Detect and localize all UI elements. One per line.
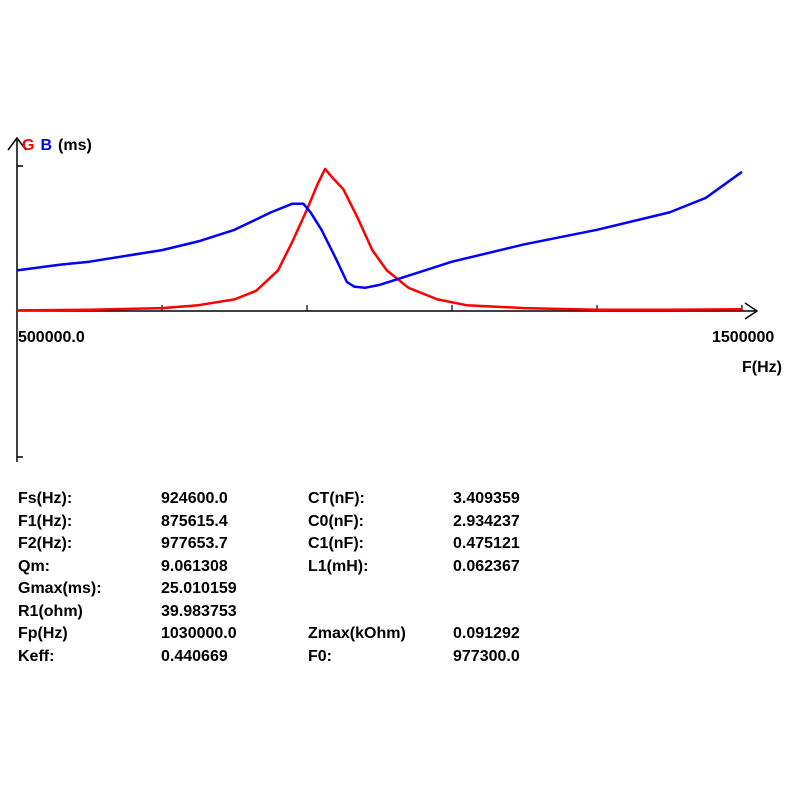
x-tick-label-max: 1500000	[712, 329, 774, 346]
param-value: 0.475121	[453, 535, 520, 552]
param-key: L1(mH):	[308, 557, 369, 575]
param-key: Fs(Hz):	[18, 490, 73, 507]
param-key: Zmax(kOhm)	[308, 625, 406, 642]
param-value: 39.983753	[161, 602, 237, 620]
y-label-unit: (ms)	[58, 137, 92, 154]
param-key: F1(Hz):	[18, 512, 73, 530]
x-axis-label: F(Hz)	[742, 359, 782, 376]
param-row: F2(Hz): 977653.7 C1(nF): 0.475121	[18, 533, 578, 556]
param-key: R1(ohm)	[18, 602, 83, 620]
x-tick-label-min: 500000.0	[18, 329, 85, 346]
y-label-g: G	[22, 137, 34, 154]
param-value: 25.010159	[161, 580, 237, 597]
param-value: 0.440669	[161, 647, 228, 665]
param-key: F0:	[308, 647, 332, 665]
param-value: 1030000.0	[161, 625, 237, 642]
param-value: 0.062367	[453, 557, 520, 575]
param-key: C0(nF):	[308, 512, 364, 530]
admittance-chart: G B (ms) 500000.0 1500000 F(Hz)	[7, 136, 782, 462]
param-value: 2.934237	[453, 512, 520, 530]
param-value: 3.409359	[453, 490, 520, 507]
param-row: R1(ohm) 39.983753	[18, 601, 578, 624]
param-row: Fp(Hz) 1030000.0 Zmax(kOhm) 0.091292	[18, 623, 578, 646]
param-key: Gmax(ms):	[18, 580, 102, 597]
series-b-line	[16, 170, 743, 290]
param-value: 924600.0	[161, 490, 228, 507]
param-value: 9.061308	[161, 557, 228, 575]
param-row: Qm: 9.061308 L1(mH): 0.062367	[18, 556, 578, 579]
series-layer	[16, 167, 743, 312]
param-key: Keff:	[18, 647, 55, 665]
param-value: 977300.0	[453, 647, 520, 665]
x-axis-arrow	[744, 302, 759, 320]
param-key: Qm:	[18, 557, 50, 575]
param-key: CT(nF):	[308, 490, 365, 507]
y-axis-arrow	[7, 136, 27, 151]
param-value: 875615.4	[161, 512, 228, 530]
param-row: Fs(Hz): 924600.0 CT(nF): 3.409359	[18, 488, 578, 511]
y-label-b: B	[40, 137, 52, 154]
param-key: F2(Hz):	[18, 535, 73, 552]
series-g-line	[16, 167, 743, 312]
param-key: Fp(Hz)	[18, 625, 68, 642]
parameters-table: Fs(Hz): 924600.0 CT(nF): 3.409359 F1(Hz): 875…	[18, 488, 578, 668]
y-axis-label: G B (ms)	[22, 137, 92, 154]
param-key: C1(nF):	[308, 535, 364, 552]
param-value: 977653.7	[161, 535, 228, 552]
param-row: F1(Hz): 875615.4 C0(nF): 2.934237	[18, 511, 578, 534]
param-row: Gmax(ms): 25.010159	[18, 578, 578, 601]
param-row: Keff: 0.440669 F0: 977300.0	[18, 646, 578, 669]
param-value: 0.091292	[453, 625, 520, 642]
